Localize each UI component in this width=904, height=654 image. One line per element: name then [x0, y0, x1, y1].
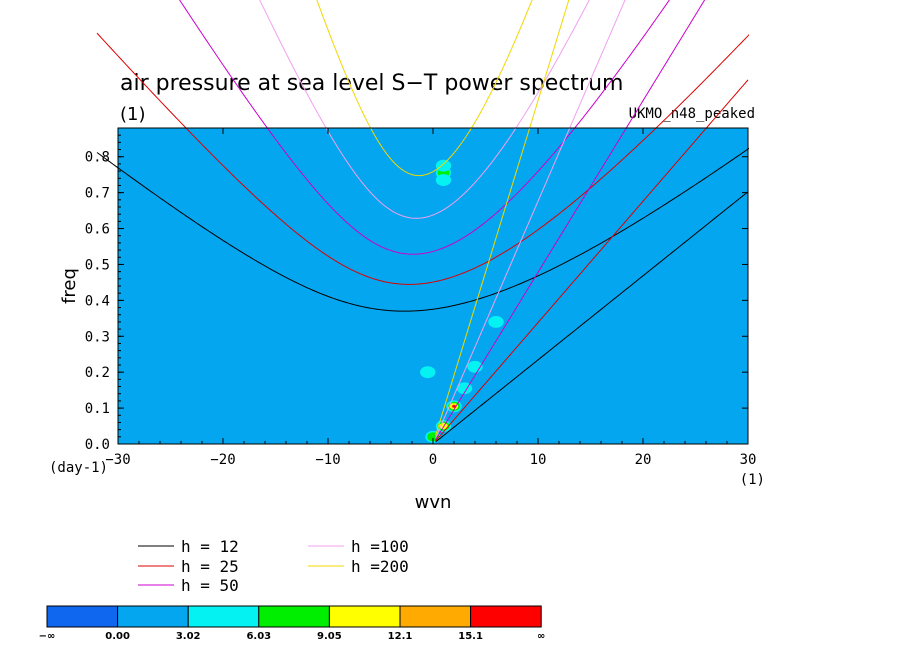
- x-tick-label: 0: [429, 452, 437, 468]
- spectral-peak: [420, 366, 436, 379]
- legend-label: h =100: [351, 537, 409, 556]
- igw-curve-h100: [259, 0, 590, 219]
- axis-ticks: −30 −20 −10 0 10 20 30 0.0 0.1 0.2 0.3 0.4 0.5 0.6 0.7…: [85, 127, 757, 468]
- colorbar-label: 12.1: [388, 631, 413, 642]
- legend-label: h = 50: [181, 576, 239, 595]
- kelvin-curve-h50: [435, 0, 706, 440]
- x-tick-label: −20: [210, 452, 235, 468]
- x-tick-label: 20: [635, 452, 652, 468]
- y-tick-label: 0.5: [85, 257, 110, 273]
- spectral-peak: [435, 174, 452, 187]
- chart-title: air pressure at sea level S−T power spec…: [120, 71, 623, 96]
- spectral-peak: [435, 159, 452, 172]
- colorbar: −∞ 0.00 3.02 6.03 9.05 12.1 15.1 ∞: [39, 605, 545, 642]
- igw-curve-h12: [96, 147, 749, 312]
- legend-item: h = 12: [138, 537, 239, 556]
- y-tick-label: 0.4: [85, 293, 110, 309]
- colorbar-swatch: [399, 605, 472, 628]
- colorbar-label: −∞: [39, 631, 56, 642]
- x-tick-label: −10: [315, 452, 340, 468]
- y-axis-unit: (day-1): [49, 460, 108, 476]
- colorbar-swatch: [46, 605, 119, 628]
- legend-label: h = 12: [181, 537, 239, 556]
- legend-label: h = 25: [181, 557, 239, 576]
- y-tick-label: 0.1: [85, 401, 110, 417]
- colorbar-label: ∞: [537, 631, 545, 642]
- peak-contour: [420, 366, 436, 379]
- kelvin-curve-h12: [435, 191, 749, 443]
- y-axis-label: freq: [59, 268, 80, 304]
- kelvin-curve-h25: [435, 79, 749, 442]
- igw-curve-h50: [179, 0, 670, 255]
- igw-curve-h200: [316, 0, 533, 177]
- colorbar-swatch: [187, 605, 260, 628]
- igw-curve-h25: [96, 32, 749, 285]
- colorbar-swatch: [117, 605, 189, 628]
- peak-contour: [488, 315, 504, 328]
- chart-subtitle-left: (1): [120, 104, 146, 125]
- kelvin-curve-h200: [435, 0, 570, 436]
- x-tick-label: 10: [530, 452, 547, 468]
- colorbar-label: 0.00: [105, 631, 130, 642]
- y-tick-label: 0.3: [85, 329, 110, 345]
- y-tick-label: 0.0: [85, 437, 110, 453]
- colorbar-label: 6.03: [246, 631, 271, 642]
- legend-item: h = 25: [138, 557, 239, 576]
- legend-item: h =100: [308, 537, 409, 556]
- y-tick-label: 0.6: [85, 222, 110, 238]
- legend-item: h = 50: [138, 576, 239, 595]
- peak-contour: [435, 159, 452, 172]
- colorbar-swatch: [328, 605, 401, 628]
- y-tick-label: 0.7: [85, 186, 110, 202]
- peak-contour: [452, 405, 456, 408]
- y-tick-label: 0.2: [85, 365, 110, 381]
- legend-label: h =200: [351, 557, 409, 576]
- legend-item: h =200: [308, 557, 409, 576]
- x-axis-unit: (1): [740, 472, 765, 488]
- colorbar-label: 15.1: [458, 631, 483, 642]
- x-tick-label: 30: [740, 452, 757, 468]
- spectral-peak: [488, 315, 504, 328]
- colorbar-swatch: [258, 605, 330, 628]
- colorbar-label: 9.05: [317, 631, 342, 642]
- colorbar-label: 3.02: [176, 631, 201, 642]
- dispersion-curves: [96, 0, 749, 443]
- peak-contour: [435, 174, 452, 187]
- x-tick-label: −30: [105, 452, 130, 468]
- chart-subtitle-right: UKMO_n48_peaked: [629, 106, 755, 122]
- kelvin-curve-h100: [435, 0, 626, 439]
- plot-area: [118, 128, 748, 444]
- colorbar-swatch: [470, 605, 542, 628]
- y-tick-label: 0.8: [85, 150, 110, 166]
- x-axis-label: wvn: [415, 492, 452, 513]
